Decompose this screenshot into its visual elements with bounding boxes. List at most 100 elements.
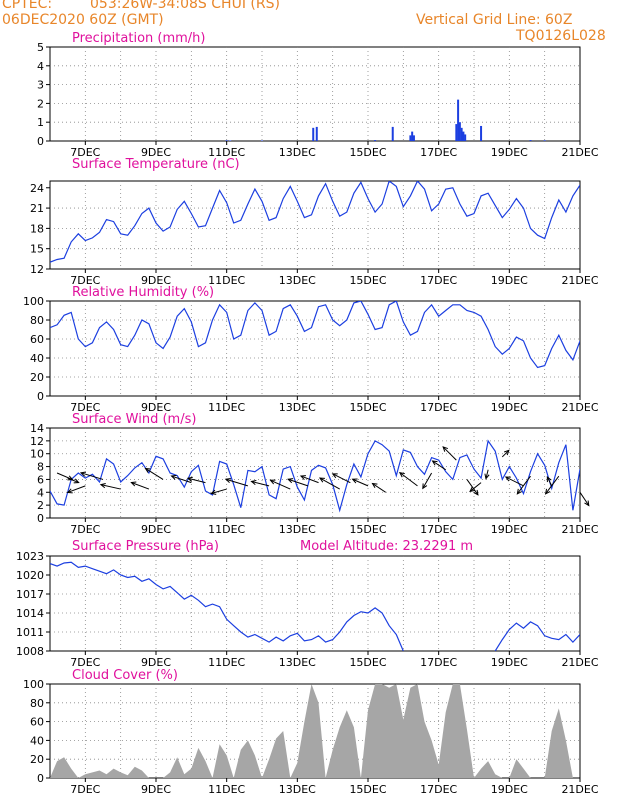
panel-frame — [49, 46, 581, 142]
precip-bar — [455, 124, 458, 141]
x-tick-label: 21DEC — [561, 783, 598, 796]
precip-bar — [529, 140, 532, 141]
x-tick-label: 15DEC — [349, 274, 386, 287]
x-tick-label: 17DEC — [420, 146, 457, 159]
x-tick-label: 11DEC — [208, 783, 245, 796]
precip-bar — [374, 140, 377, 141]
x-tick-label: 9DEC — [141, 523, 171, 536]
x-tick-label: 21DEC — [561, 401, 598, 414]
y-tick-label: 1020 — [16, 569, 44, 582]
wind-arrow — [250, 479, 270, 487]
x-tick-label: 17DEC — [420, 656, 457, 669]
wind-arrow — [210, 488, 227, 495]
x-tick-label: 11DEC — [208, 523, 245, 536]
panel-frame — [49, 180, 581, 270]
wind-arrow — [431, 460, 447, 471]
x-tick-label: 17DEC — [420, 523, 457, 536]
x-tick-label: 15DEC — [349, 656, 386, 669]
y-tick-label: 21 — [30, 202, 44, 215]
wind-arrow — [287, 478, 309, 487]
precip-bar — [480, 125, 483, 141]
series-line — [50, 439, 580, 513]
x-tick-label: 13DEC — [279, 401, 316, 414]
wind-arrow — [504, 476, 524, 487]
cloud-area — [50, 684, 580, 778]
y-tick-label: 6 — [37, 473, 44, 486]
wind-arrow — [130, 481, 150, 490]
x-tick-label: 7DEC — [70, 783, 100, 796]
series-line — [494, 621, 580, 651]
y-tick-label: 0 — [37, 135, 44, 148]
x-tick-label: 17DEC — [420, 274, 457, 287]
x-tick-label: 11DEC — [208, 146, 245, 159]
wind-arrow — [501, 449, 510, 458]
wind-arrow — [224, 477, 249, 487]
y-tick-label: 24 — [30, 182, 44, 195]
y-tick-label: 100 — [23, 295, 44, 308]
y-tick-label: 1008 — [16, 645, 44, 658]
x-tick-label: 7DEC — [70, 401, 100, 414]
precip-bar — [409, 135, 412, 141]
y-tick-label: 1011 — [16, 626, 44, 639]
y-tick-label: 100 — [23, 678, 44, 691]
panel-subtitle: Model Altitude: 23.2291 m — [300, 539, 473, 554]
wind-arrow — [422, 472, 433, 490]
panel-title: Precipitation (mm/h) — [72, 31, 205, 46]
x-tick-label: 7DEC — [70, 274, 100, 287]
x-tick-label: 19DEC — [491, 274, 528, 287]
wind-arrow — [442, 446, 457, 461]
series-line — [50, 301, 580, 369]
precip-bar — [458, 122, 461, 141]
y-tick-label: 15 — [30, 243, 44, 256]
wind-arrow — [579, 492, 590, 507]
wind-arrow — [469, 482, 482, 493]
y-tick-label: 8 — [37, 461, 44, 474]
x-tick-label: 9DEC — [141, 146, 171, 159]
y-tick-label: 1014 — [16, 607, 44, 620]
x-tick-label: 9DEC — [141, 274, 171, 287]
y-tick-label: 1023 — [16, 550, 44, 563]
series-line — [50, 181, 580, 263]
precip-bar — [261, 140, 263, 141]
x-tick-label: 15DEC — [349, 401, 386, 414]
x-tick-label: 21DEC — [561, 523, 598, 536]
x-tick-label: 13DEC — [279, 146, 316, 159]
y-tick-label: 2 — [37, 97, 44, 110]
precip-bar — [229, 140, 232, 141]
x-tick-label: 21DEC — [561, 656, 598, 669]
x-tick-label: 9DEC — [141, 401, 171, 414]
wind-arrow — [544, 475, 560, 495]
panel-frame — [49, 427, 581, 519]
header-code: TQ0126L028 — [516, 28, 606, 44]
wind-arrow — [269, 479, 291, 490]
precip-bar — [315, 126, 318, 141]
x-tick-label: 19DEC — [491, 401, 528, 414]
y-tick-label: 20 — [30, 753, 44, 766]
precip-bar — [457, 99, 460, 141]
y-tick-label: 2 — [37, 499, 44, 512]
wind-arrow — [299, 475, 319, 484]
x-tick-label: 17DEC — [420, 783, 457, 796]
panel-title: Relative Humidity (%) — [72, 285, 214, 300]
x-tick-label: 7DEC — [70, 146, 100, 159]
precip-bar — [312, 127, 315, 141]
y-tick-label: 0 — [37, 390, 44, 403]
wind-arrow — [516, 475, 531, 495]
y-tick-label: 4 — [37, 60, 44, 73]
wind-arrow — [170, 474, 192, 484]
x-tick-label: 21DEC — [561, 274, 598, 287]
y-tick-label: 5 — [37, 41, 44, 54]
panel-title: Surface Wind (m/s) — [72, 412, 196, 427]
x-tick-label: 19DEC — [491, 146, 528, 159]
y-tick-label: 1017 — [16, 588, 44, 601]
y-tick-label: 40 — [30, 352, 44, 365]
precip-bar — [391, 126, 394, 141]
header-run: 06DEC2020 60Z (GMT) — [2, 12, 164, 28]
panel-title: Surface Temperature (nC) — [72, 157, 240, 172]
wind-arrow — [331, 473, 351, 484]
x-tick-label: 19DEC — [491, 523, 528, 536]
y-tick-label: 12 — [30, 435, 44, 448]
wind-arrow — [144, 467, 164, 480]
x-tick-label: 9DEC — [141, 656, 171, 669]
